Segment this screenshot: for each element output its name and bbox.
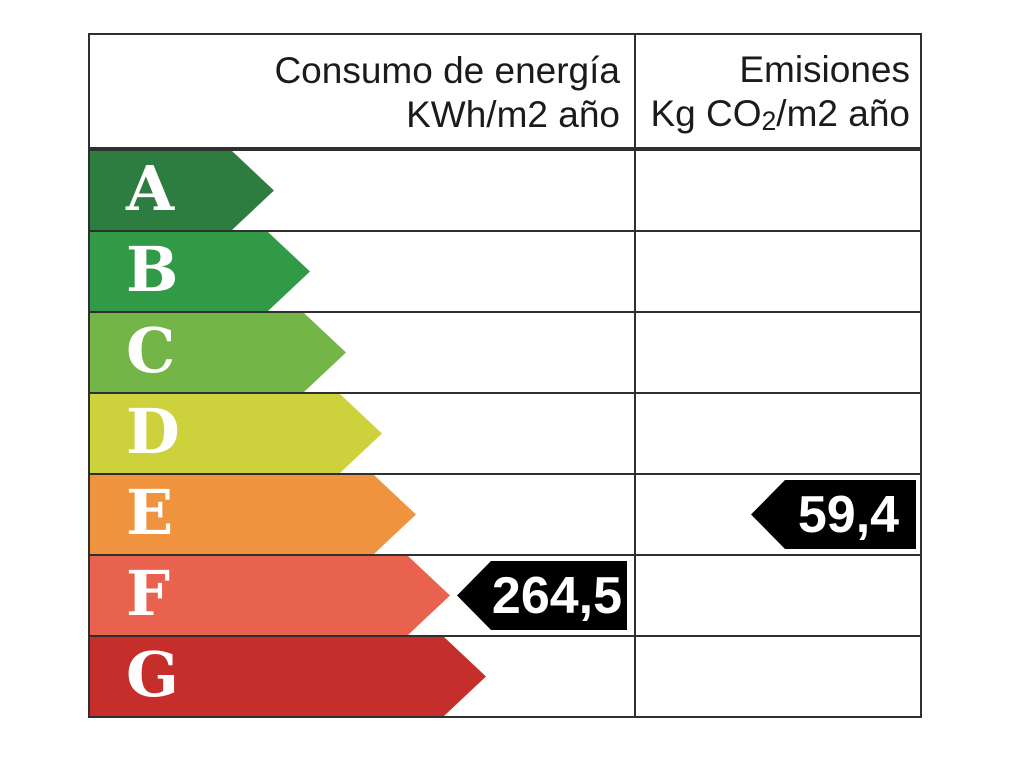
rating-row-f: F 264,5 xyxy=(90,554,920,635)
rating-arrow-g: G xyxy=(90,637,486,716)
emissions-value-arrow: 59,4 xyxy=(751,480,916,549)
rating-row-e: E 59,4 xyxy=(90,473,920,554)
rating-row-c: C xyxy=(90,311,920,392)
consumption-unit: KWh/m2 año xyxy=(406,94,620,135)
rating-row-e-emissions-cell: 59,4 xyxy=(636,475,920,554)
rating-row-f-emissions-cell xyxy=(636,556,920,635)
rating-arrow-c: C xyxy=(90,313,346,392)
rating-row-d: D xyxy=(90,392,920,473)
rating-arrow-e: E xyxy=(90,475,416,554)
rating-row-b-emissions-cell xyxy=(636,232,920,311)
rating-row-d-emissions-cell xyxy=(636,394,920,473)
co2-subscript: 2 xyxy=(761,106,777,137)
rating-arrow-d: D xyxy=(90,394,382,473)
rating-row-d-consumption-cell: D xyxy=(90,394,636,473)
consumption-value-arrow: 264,5 xyxy=(457,561,627,630)
rating-arrow-a: A xyxy=(90,151,274,230)
rating-letter-g: G xyxy=(126,637,179,711)
emissions-title: Emisiones xyxy=(739,48,910,90)
rating-arrow-b: B xyxy=(90,232,310,311)
header-row: Consumo de energía KWh/m2 año Emisiones … xyxy=(90,35,920,149)
rating-letter-a: A xyxy=(126,151,175,225)
consumption-value-text: 264,5 xyxy=(491,566,623,625)
rating-row-g-emissions-cell xyxy=(636,637,920,716)
consumption-column-header: Consumo de energía KWh/m2 año xyxy=(90,35,636,147)
rating-row-a: A xyxy=(90,149,920,230)
rating-row-f-consumption-cell: F 264,5 xyxy=(90,556,636,635)
emissions-value-text: 59,4 xyxy=(797,485,900,544)
rating-letter-d: D xyxy=(126,394,180,468)
rating-row-a-consumption-cell: A xyxy=(90,151,636,230)
rating-row-g-consumption-cell: G xyxy=(90,637,636,716)
rating-letter-f: F xyxy=(126,556,171,630)
rating-row-g: G xyxy=(90,635,920,716)
rating-row-b-consumption-cell: B xyxy=(90,232,636,311)
rating-row-b: B xyxy=(90,230,920,311)
rating-arrow-f: F xyxy=(90,556,450,635)
rating-letter-b: B xyxy=(126,232,179,306)
rating-row-a-emissions-cell xyxy=(636,151,920,230)
consumption-title: Consumo de energía xyxy=(274,50,620,91)
rating-letter-e: E xyxy=(126,475,174,549)
rating-row-e-consumption-cell: E xyxy=(90,475,636,554)
rating-row-c-consumption-cell: C xyxy=(90,313,636,392)
rating-letter-c: C xyxy=(126,313,176,387)
energy-rating-certificate: Consumo de energía KWh/m2 año Emisiones … xyxy=(88,33,922,718)
emissions-unit: Kg CO2/m2 año xyxy=(650,92,910,137)
emissions-column-header: Emisiones Kg CO2/m2 año xyxy=(636,35,920,147)
rating-row-c-emissions-cell xyxy=(636,313,920,392)
